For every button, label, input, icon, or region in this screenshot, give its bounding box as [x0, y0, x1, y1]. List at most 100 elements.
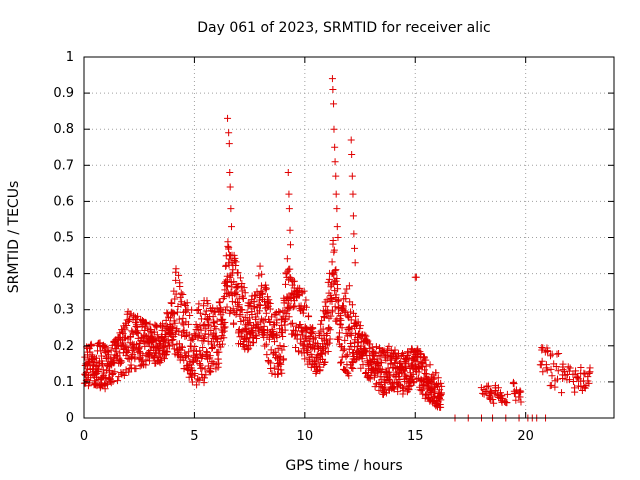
- data-point: [111, 368, 119, 376]
- data-point: [421, 366, 429, 374]
- data-point: [200, 302, 208, 310]
- axis-ticks: [83, 56, 614, 419]
- data-point: [337, 359, 345, 367]
- data-point: [345, 372, 353, 380]
- y-tick-label: 0.2: [53, 339, 74, 354]
- data-point: [207, 364, 215, 372]
- data-point: [121, 326, 129, 334]
- data-point: [517, 398, 525, 406]
- data-point: [270, 364, 278, 372]
- data-point: [569, 377, 577, 385]
- data-point: [402, 355, 410, 363]
- data-point: [301, 355, 309, 363]
- data-point: [332, 266, 340, 274]
- data-point: [243, 335, 251, 343]
- data-point: [385, 342, 393, 350]
- data-point: [391, 346, 399, 354]
- y-tick-label: 0.9: [53, 86, 74, 101]
- data-point: [232, 258, 240, 266]
- data-point: [559, 363, 567, 371]
- data-point: [334, 297, 342, 305]
- data-point: [333, 223, 341, 231]
- data-point: [162, 351, 170, 359]
- data-point: [331, 158, 339, 166]
- data-point: [273, 316, 281, 324]
- x-tick-label: 5: [190, 429, 198, 444]
- data-point: [283, 255, 291, 263]
- data-point: [172, 265, 180, 273]
- data-point: [287, 320, 295, 328]
- data-point: [547, 365, 555, 373]
- data-point: [575, 375, 583, 383]
- data-point: [275, 352, 283, 360]
- data-point: [184, 320, 192, 328]
- data-point: [370, 348, 378, 356]
- data-point: [280, 342, 288, 350]
- data-point: [204, 300, 212, 308]
- data-point: [152, 322, 160, 330]
- data-point: [222, 262, 230, 270]
- data-point: [244, 346, 252, 354]
- data-point: [516, 387, 524, 395]
- data-point: [422, 356, 430, 364]
- data-point: [226, 169, 234, 177]
- data-point: [257, 315, 265, 323]
- data-point: [209, 304, 217, 312]
- data-point: [275, 308, 283, 316]
- data-point: [221, 286, 229, 294]
- data-point: [292, 343, 300, 351]
- data-point: [136, 362, 144, 370]
- data-point: [384, 364, 392, 372]
- data-point: [429, 375, 437, 383]
- data-point: [170, 310, 178, 318]
- data-point: [217, 343, 225, 351]
- data-point: [231, 254, 239, 262]
- data-point: [142, 318, 150, 326]
- data-point: [189, 347, 197, 355]
- data-point: [328, 75, 336, 83]
- data-point: [244, 338, 252, 346]
- data-point: [362, 347, 370, 355]
- data-point: [347, 308, 355, 316]
- data-point: [354, 318, 362, 326]
- data-point: [329, 85, 337, 93]
- data-point: [304, 312, 312, 320]
- data-point: [322, 344, 330, 352]
- data-point: [205, 322, 213, 330]
- data-point: [178, 319, 186, 327]
- data-point: [262, 309, 270, 317]
- data-point: [348, 172, 356, 180]
- data-point: [248, 311, 256, 319]
- data-point: [361, 331, 369, 339]
- data-point: [196, 322, 204, 330]
- data-point: [281, 315, 289, 323]
- data-point: [491, 384, 499, 392]
- data-point: [203, 297, 211, 305]
- data-point: [134, 312, 142, 320]
- data-point: [250, 339, 258, 347]
- data-point: [214, 355, 222, 363]
- data-point: [554, 367, 562, 375]
- x-tick-label: 15: [407, 429, 424, 444]
- data-point: [153, 331, 161, 339]
- data-point: [210, 342, 218, 350]
- data-point: [509, 378, 517, 386]
- data-point: [345, 324, 353, 332]
- y-tick-label: 0.4: [53, 267, 74, 282]
- data-point: [337, 316, 345, 324]
- data-point: [117, 357, 125, 365]
- data-point: [296, 321, 304, 329]
- data-point: [544, 347, 552, 355]
- data-point: [248, 328, 256, 336]
- data-point: [229, 305, 237, 313]
- data-point: [321, 313, 329, 321]
- data-point: [375, 386, 383, 394]
- data-point: [178, 331, 186, 339]
- data-point: [418, 359, 426, 367]
- data-point: [199, 352, 207, 360]
- data-point: [538, 346, 546, 354]
- data-point: [416, 353, 424, 361]
- data-point: [192, 347, 200, 355]
- data-point: [203, 349, 211, 357]
- data-point: [267, 364, 275, 372]
